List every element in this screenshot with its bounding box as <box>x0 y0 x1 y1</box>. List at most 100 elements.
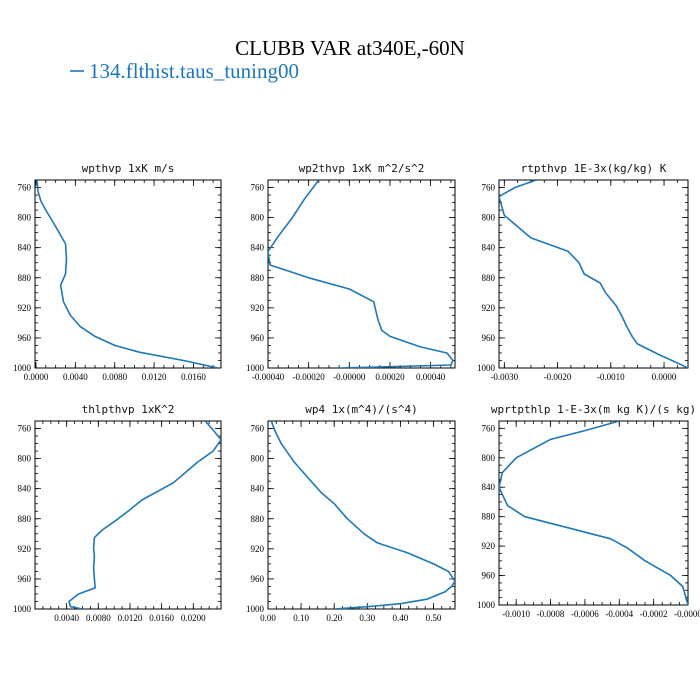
x-tick-label: -0.00000 <box>333 372 366 382</box>
y-tick-label: 960 <box>18 574 32 584</box>
legend-label: 134.flthist.taus_tuning00 <box>89 59 299 83</box>
x-tick-label: 0.00020 <box>375 372 405 382</box>
y-tick-label: 800 <box>482 453 496 463</box>
x-tick-label: 0.50 <box>426 613 442 623</box>
y-tick-label: 960 <box>251 574 265 584</box>
y-tick-label: 840 <box>482 482 496 492</box>
x-tick-label: 0.0000 <box>652 372 677 382</box>
plot-frame <box>267 420 456 610</box>
panel-title: rtpthvp 1E-3x(kg/kg) K <box>521 162 667 175</box>
plot-frame <box>34 420 222 610</box>
x-tick-label: 0.00040 <box>416 372 446 382</box>
y-tick-label: 800 <box>18 454 32 464</box>
panel-title: thlpthvp 1xK^2 <box>82 403 175 416</box>
y-tick-label: 800 <box>18 213 32 223</box>
x-tick-label: -0.0000 <box>674 609 700 619</box>
series-line <box>68 421 221 609</box>
y-tick-label: 880 <box>251 514 265 524</box>
x-tick-label: -0.0006 <box>571 609 599 619</box>
figure-title: CLUBB VAR at340E,-60N <box>235 36 465 60</box>
y-tick-label: 840 <box>251 484 265 494</box>
y-tick-label: 1000 <box>477 600 496 610</box>
panel-2: wp2thvp 1xK m^2/s^2 760 800 840 880 920 960 100… <box>246 162 456 382</box>
x-tick-label: -0.0010 <box>502 609 530 619</box>
y-tick-label: 840 <box>251 243 265 253</box>
y-tick-label: 920 <box>251 544 265 554</box>
x-tick-label: 0.20 <box>326 613 342 623</box>
panel-5: wp4 1x(m^4)/(s^4) 760 800 840 880 920 960 1000 0… <box>246 403 456 623</box>
y-tick-label: 1000 <box>246 604 265 614</box>
x-tick-label: 0.0120 <box>118 613 143 623</box>
x-tick-label: 0.0120 <box>142 372 167 382</box>
x-tick-label: -0.00020 <box>293 372 326 382</box>
y-tick-label: 880 <box>18 514 32 524</box>
y-tick-label: 920 <box>18 303 32 313</box>
x-tick-label: 0.0040 <box>63 372 88 382</box>
panel-3: rtpthvp 1E-3x(kg/kg) K 760 800 840 880 920 960… <box>477 162 689 382</box>
y-tick-label: 880 <box>18 273 32 283</box>
y-tick-label: 920 <box>482 541 496 551</box>
panel-4: thlpthvp 1xK^2 760 800 840 880 920 960 1000 0.00… <box>13 403 222 623</box>
x-tick-label: 0.40 <box>393 613 409 623</box>
y-tick-label: 920 <box>251 303 265 313</box>
y-tick-label: 760 <box>482 183 496 193</box>
x-tick-label: 0.0080 <box>102 372 127 382</box>
y-tick-label: 880 <box>482 273 496 283</box>
x-tick-label: 0.0160 <box>181 372 206 382</box>
x-tick-label: 0.30 <box>359 613 375 623</box>
y-tick-label: 1000 <box>477 363 496 373</box>
series-line <box>270 421 455 609</box>
series-line <box>268 180 454 368</box>
y-tick-label: 760 <box>482 423 496 433</box>
y-tick-label: 840 <box>482 243 496 253</box>
x-tick-label: -0.0002 <box>640 609 668 619</box>
y-tick-label: 1000 <box>246 363 265 373</box>
y-tick-label: 800 <box>251 213 265 223</box>
x-tick-label: 0.0080 <box>86 613 111 623</box>
y-tick-label: 840 <box>18 484 32 494</box>
x-tick-label: 0.10 <box>293 613 309 623</box>
y-tick-label: 1000 <box>13 363 32 373</box>
y-tick-label: 960 <box>251 333 265 343</box>
y-tick-label: 840 <box>18 243 32 253</box>
y-tick-label: 760 <box>251 183 265 193</box>
y-tick-label: 920 <box>482 303 496 313</box>
y-tick-label: 760 <box>251 424 265 434</box>
y-tick-label: 800 <box>482 213 496 223</box>
x-tick-label: 0.0200 <box>181 613 206 623</box>
x-tick-label: -0.0004 <box>605 609 633 619</box>
plot-frame <box>34 179 222 369</box>
series-line <box>499 180 688 368</box>
y-tick-label: 880 <box>251 273 265 283</box>
x-tick-label: -0.0010 <box>597 372 625 382</box>
panels: wpthvp 1xK m/s76080084088092096010000.00… <box>13 162 700 623</box>
y-tick-label: 760 <box>18 183 32 193</box>
panel-title: wp4 1x(m^4)/(s^4) <box>305 403 418 416</box>
panel-title: wprtpthlp 1-E-3x(m kg K)/(s kg) <box>491 403 696 416</box>
plot-frame <box>498 420 689 606</box>
x-tick-label: -0.0020 <box>544 372 572 382</box>
panel-title: wp2thvp 1xK m^2/s^2 <box>299 162 425 175</box>
x-tick-label: -0.0030 <box>490 372 518 382</box>
x-tick-label: -0.00040 <box>252 372 285 382</box>
y-tick-label: 880 <box>482 512 496 522</box>
legend: 134.flthist.taus_tuning00 <box>70 59 299 83</box>
y-tick-label: 1000 <box>13 604 32 614</box>
panel-title: wpthvp 1xK m/s <box>82 162 175 175</box>
y-tick-label: 920 <box>18 544 32 554</box>
x-tick-label: 0.0000 <box>24 372 49 382</box>
y-tick-label: 760 <box>18 424 32 434</box>
x-tick-label: -0.0008 <box>537 609 565 619</box>
y-tick-label: 800 <box>251 454 265 464</box>
x-tick-label: 0.0040 <box>54 613 79 623</box>
y-tick-label: 960 <box>482 571 496 581</box>
series-line <box>36 180 219 368</box>
y-tick-label: 960 <box>482 333 496 343</box>
series-line <box>499 421 688 605</box>
y-tick-label: 960 <box>18 333 32 343</box>
panel-1: wpthvp 1xK m/s76080084088092096010000.00… <box>13 162 222 382</box>
x-tick-label: 0.0160 <box>149 613 174 623</box>
plot-frame <box>498 179 689 369</box>
panel-6: wprtpthlp 1-E-3x(m kg K)/(s kg) 760 800 840… <box>477 403 700 619</box>
